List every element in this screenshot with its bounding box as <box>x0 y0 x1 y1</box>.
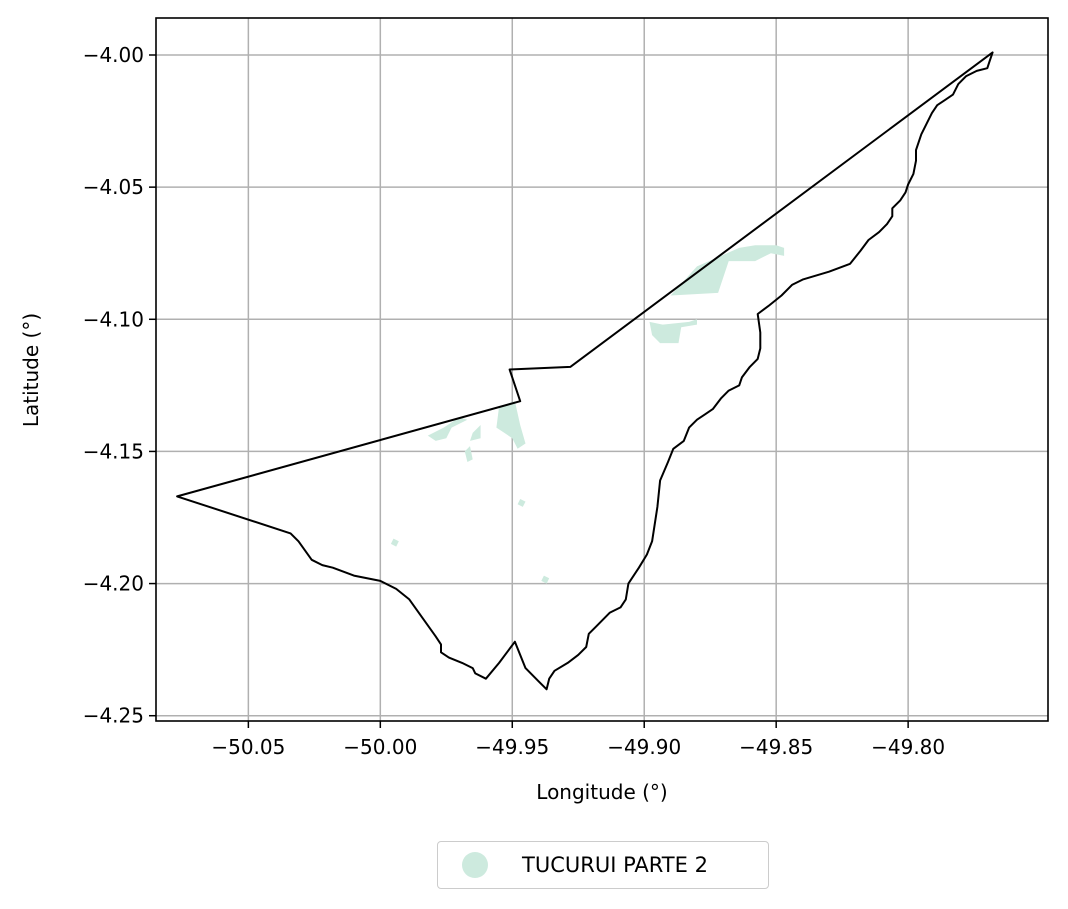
y-tick-label: −4.05 <box>83 175 144 199</box>
x-tick-label: −49.80 <box>871 735 945 759</box>
boundary-outline <box>176 51 994 691</box>
gridlines <box>156 18 1048 721</box>
landcover-patch <box>427 417 468 441</box>
x-axis-ticks: −50.05 −50.00 −49.95 −49.90 −49.85 −49.80 <box>211 721 945 759</box>
landcover-patch <box>496 401 526 449</box>
x-tick-label: −49.85 <box>739 735 813 759</box>
plot-frame <box>155 17 1049 722</box>
landcover-patch <box>390 538 399 547</box>
x-axis-label: Longitude (°) <box>536 780 667 804</box>
landcover-patch <box>517 499 526 507</box>
legend-marker-icon <box>462 852 488 878</box>
landcover-patch <box>464 446 473 462</box>
y-tick-label: −4.00 <box>83 43 144 67</box>
landcover-patch <box>670 245 785 296</box>
y-axis-ticks: −4.00 −4.05 −4.10 −4.15 −4.20 −4.25 <box>83 43 156 728</box>
x-tick-label: −49.95 <box>475 735 549 759</box>
landcover-patch <box>541 575 550 584</box>
municipality-boundary <box>176 51 994 691</box>
landcover-patch <box>470 425 481 441</box>
legend: TUCURUI PARTE 2 <box>437 841 769 889</box>
x-tick-label: −50.05 <box>211 735 285 759</box>
x-tick-label: −49.90 <box>607 735 681 759</box>
y-axis-label: Latitude (°) <box>19 313 43 427</box>
y-tick-label: −4.20 <box>83 572 144 596</box>
y-tick-label: −4.25 <box>83 704 144 728</box>
landcover-patch <box>649 319 697 344</box>
legend-label: TUCURUI PARTE 2 <box>522 853 708 877</box>
y-tick-label: −4.15 <box>83 439 144 463</box>
y-tick-label: −4.10 <box>83 307 144 331</box>
landcover-patches <box>390 245 785 584</box>
x-tick-label: −50.00 <box>343 735 417 759</box>
